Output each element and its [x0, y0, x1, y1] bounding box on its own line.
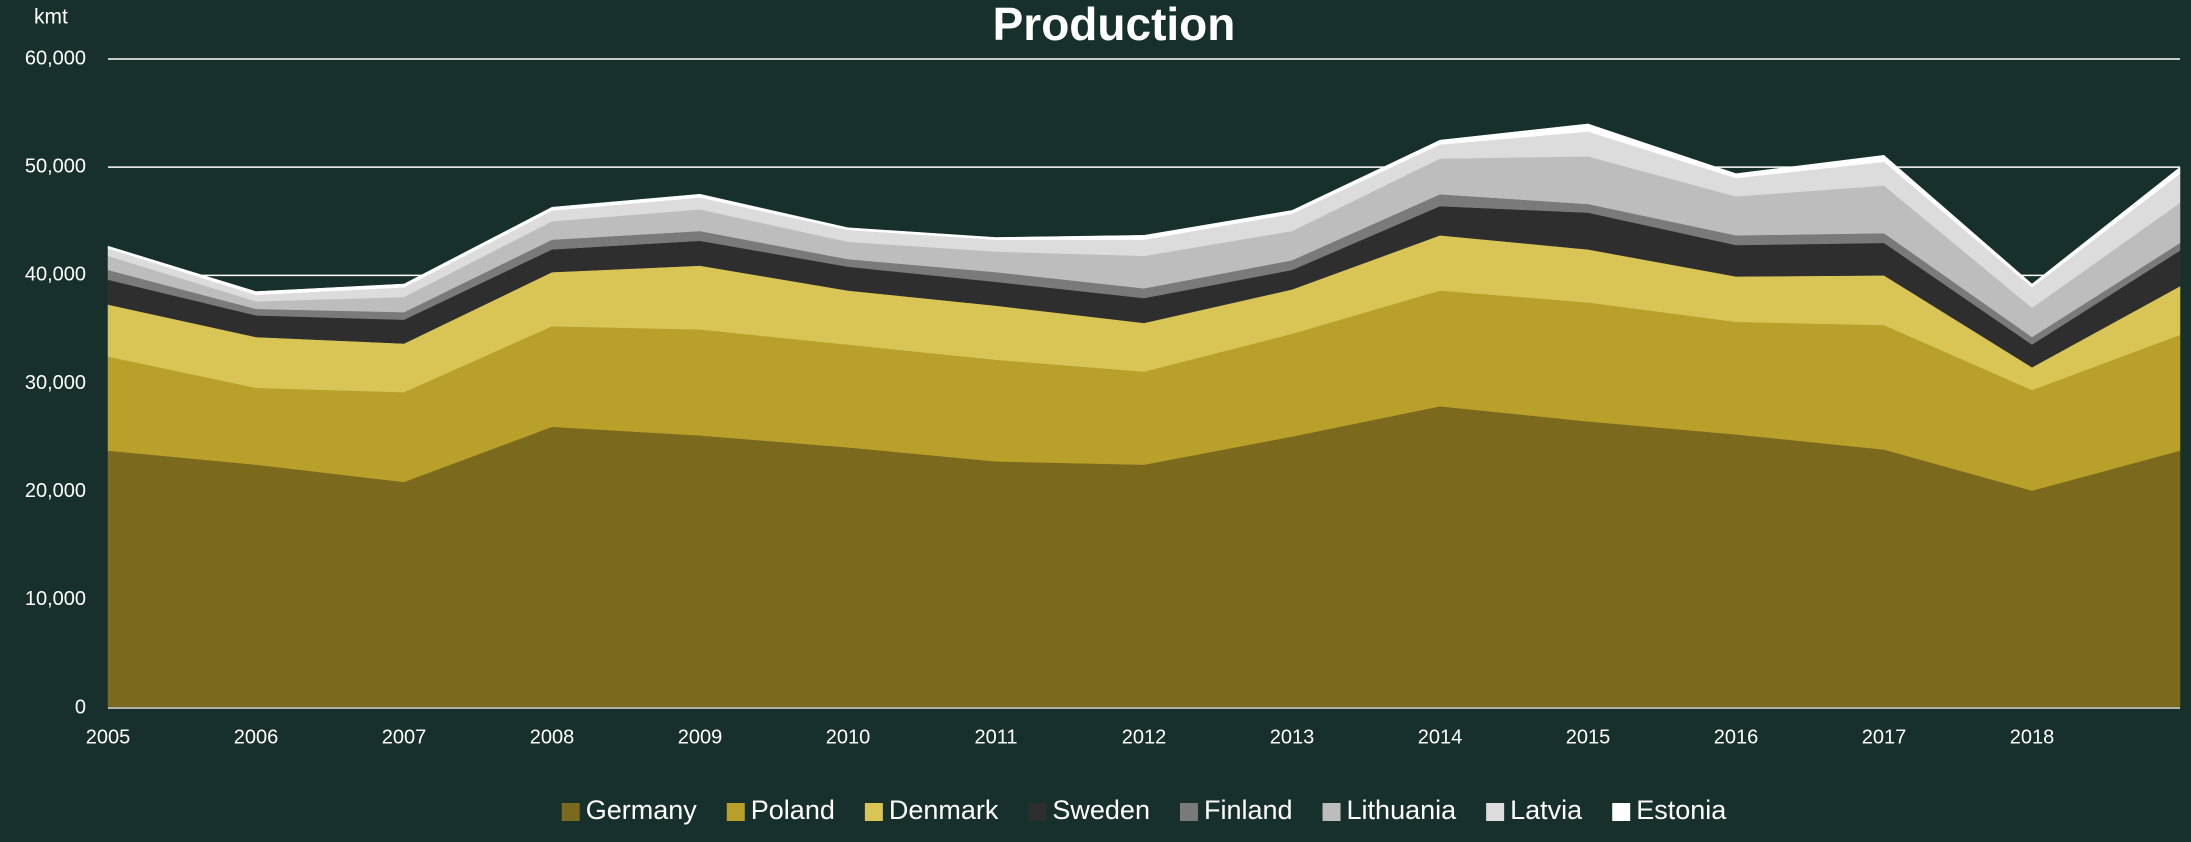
x-tick-label: 2009: [678, 726, 723, 748]
legend-swatch: [726, 803, 745, 821]
y-tick-label: 30,000: [25, 372, 86, 394]
x-tick-label: 2010: [826, 726, 871, 748]
y-tick-label: 50,000: [25, 155, 86, 177]
legend-label: Poland: [751, 795, 835, 825]
x-tick-label: 2016: [1714, 726, 1759, 748]
x-tick-label: 2005: [86, 726, 131, 748]
legend-swatch: [864, 803, 883, 821]
x-tick-label: 2011: [974, 726, 1017, 748]
x-tick-label: 2017: [1862, 726, 1907, 748]
y-tick-label: 40,000: [25, 264, 86, 286]
x-tick-label: 2018: [2010, 726, 2055, 748]
legend-label: Lithuania: [1347, 795, 1458, 825]
chart-title: Production: [993, 0, 1236, 50]
legend-swatch: [561, 803, 580, 821]
legend-label: Finland: [1204, 795, 1293, 825]
legend-label: Germany: [586, 795, 698, 825]
y-tick-label: 60,000: [25, 47, 86, 69]
x-tick-label: 2006: [234, 726, 279, 748]
legend-label: Denmark: [889, 795, 999, 825]
x-tick-label: 2013: [1270, 726, 1315, 748]
y-tick-label: 10,000: [25, 588, 86, 610]
legend-label: Latvia: [1510, 795, 1583, 825]
y-tick-label: 20,000: [25, 480, 86, 502]
x-tick-label: 2007: [382, 726, 427, 748]
legend: Germany Poland Denmark Sweden Finland Lithuan…: [561, 795, 1727, 825]
legend-label: Estonia: [1636, 795, 1727, 825]
legend-swatch: [1028, 803, 1047, 821]
x-tick-label: 2014: [1418, 726, 1463, 748]
legend-label: Sweden: [1052, 795, 1150, 825]
legend-swatch: [1612, 803, 1631, 821]
y-axis-label: kmt: [34, 6, 68, 29]
x-tick-label: 2015: [1566, 726, 1611, 748]
legend-swatch: [1322, 803, 1341, 821]
legend-swatch: [1486, 803, 1505, 821]
x-tick-label: 2008: [530, 726, 575, 748]
y-tick-label: 0: [75, 696, 86, 718]
area: [107, 123, 2181, 296]
x-tick-label: 2012: [1122, 726, 1167, 748]
legend-swatch: [1179, 803, 1198, 821]
